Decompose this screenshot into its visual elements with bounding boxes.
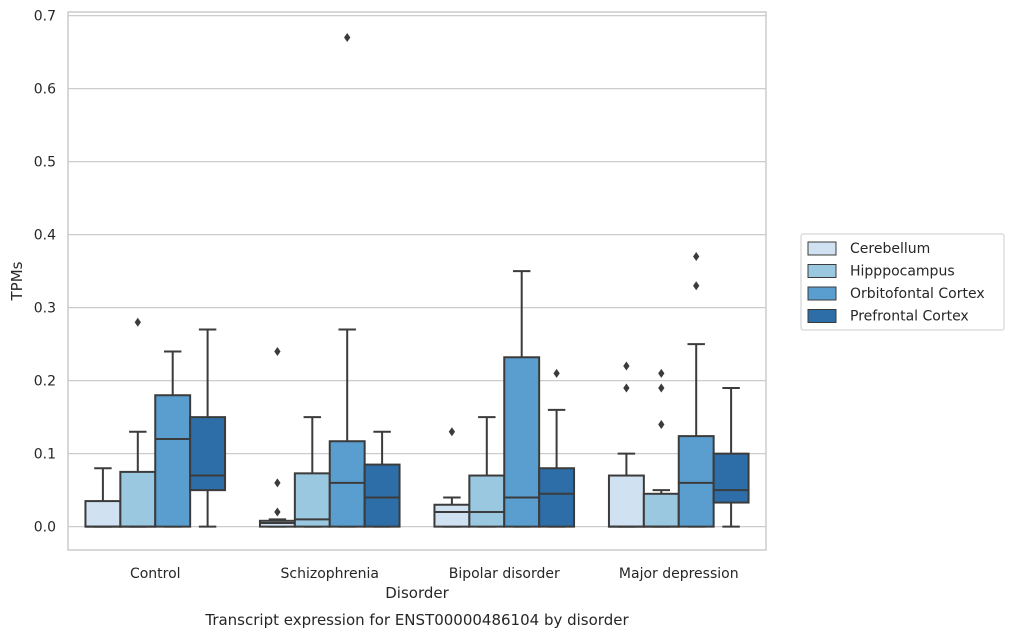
y-tick-label: 0.0 bbox=[34, 520, 56, 536]
outlier-point bbox=[623, 383, 630, 393]
box-body bbox=[607, 474, 645, 528]
y-tick-label: 0.2 bbox=[34, 374, 56, 390]
box-body bbox=[642, 492, 680, 528]
box-hipppocampus bbox=[642, 368, 680, 528]
legend-label: Orbitofontal Cortex bbox=[850, 286, 985, 302]
box-prefrontal-cortex bbox=[189, 328, 227, 528]
x-tick-label: Control bbox=[130, 566, 181, 582]
box-hipppocampus bbox=[293, 416, 331, 528]
box-prefrontal-cortex bbox=[538, 368, 576, 528]
legend-label: Hipppocampus bbox=[850, 264, 955, 280]
y-tick-label: 0.4 bbox=[34, 228, 56, 244]
box-body bbox=[293, 472, 331, 528]
legend-frame bbox=[800, 233, 1005, 331]
box-hipppocampus bbox=[119, 317, 157, 528]
box-orbitofontal-cortex bbox=[328, 33, 366, 528]
outlier-point bbox=[693, 281, 700, 291]
legend-swatch bbox=[807, 286, 837, 301]
outlier-point bbox=[344, 33, 351, 43]
outlier-point bbox=[658, 419, 665, 429]
x-tick-label: Schizophrenia bbox=[281, 566, 379, 582]
outlier-point bbox=[448, 427, 456, 437]
y-tick-label: 0.3 bbox=[34, 301, 56, 317]
box-body bbox=[363, 463, 401, 528]
box-cerebellum bbox=[433, 427, 471, 528]
box-prefrontal-cortex bbox=[363, 430, 401, 528]
box-body bbox=[154, 394, 192, 528]
box-body bbox=[677, 435, 715, 528]
outlier-point bbox=[274, 478, 281, 488]
box-hipppocampus bbox=[468, 416, 506, 528]
box-body bbox=[84, 500, 122, 528]
legend: Cerebellum Hipppocampus Orbitofontal Corte… bbox=[800, 233, 1005, 331]
x-axis-ticks: Control Schizophrenia Bipolar disorder Majo… bbox=[130, 566, 739, 582]
outlier-point bbox=[553, 368, 560, 378]
box-body bbox=[503, 356, 541, 528]
box-body bbox=[328, 440, 366, 528]
legend-swatch bbox=[807, 309, 837, 323]
box-body bbox=[433, 503, 471, 528]
y-axis-ticks: 0.0 0.1 0.2 0.3 0.4 0.5 0.6 0.7 bbox=[34, 9, 56, 536]
box-orbitofontal-cortex bbox=[503, 270, 541, 528]
legend-label: Cerebellum bbox=[850, 241, 930, 257]
outlier-point bbox=[134, 317, 141, 327]
box-body bbox=[119, 470, 157, 528]
outlier-point bbox=[274, 346, 281, 356]
box-cerebellum bbox=[258, 346, 296, 528]
outlier-point bbox=[623, 361, 630, 371]
box-body bbox=[538, 467, 576, 528]
box-orbitofontal-cortex bbox=[154, 350, 192, 528]
box-prefrontal-cortex bbox=[712, 386, 750, 528]
chart-title: Transcript expression for ENST0000048610… bbox=[204, 611, 629, 629]
box-cerebellum bbox=[607, 361, 645, 528]
legend-swatch bbox=[807, 241, 837, 256]
box-body bbox=[468, 474, 506, 528]
legend-label: Prefrontal Cortex bbox=[850, 309, 969, 325]
box-cerebellum bbox=[84, 467, 122, 528]
outlier-point bbox=[693, 252, 700, 262]
outlier-point bbox=[274, 507, 281, 517]
plot-frame bbox=[67, 11, 767, 551]
x-axis-label: Disorder bbox=[385, 584, 449, 602]
outlier-point bbox=[658, 368, 665, 378]
box-plots bbox=[84, 33, 750, 528]
box-body bbox=[189, 416, 227, 492]
y-tick-label: 0.7 bbox=[34, 9, 56, 25]
x-tick-label: Bipolar disorder bbox=[449, 566, 560, 582]
box-body bbox=[712, 452, 750, 504]
y-tick-label: 0.6 bbox=[34, 82, 56, 98]
y-tick-label: 0.1 bbox=[34, 447, 56, 463]
box-orbitofontal-cortex bbox=[677, 252, 715, 528]
y-tick-label: 0.5 bbox=[34, 155, 56, 171]
legend-swatch bbox=[807, 264, 837, 278]
outlier-point bbox=[658, 383, 665, 393]
y-axis-label: TPMs bbox=[8, 261, 26, 301]
x-tick-label: Major depression bbox=[619, 566, 739, 582]
